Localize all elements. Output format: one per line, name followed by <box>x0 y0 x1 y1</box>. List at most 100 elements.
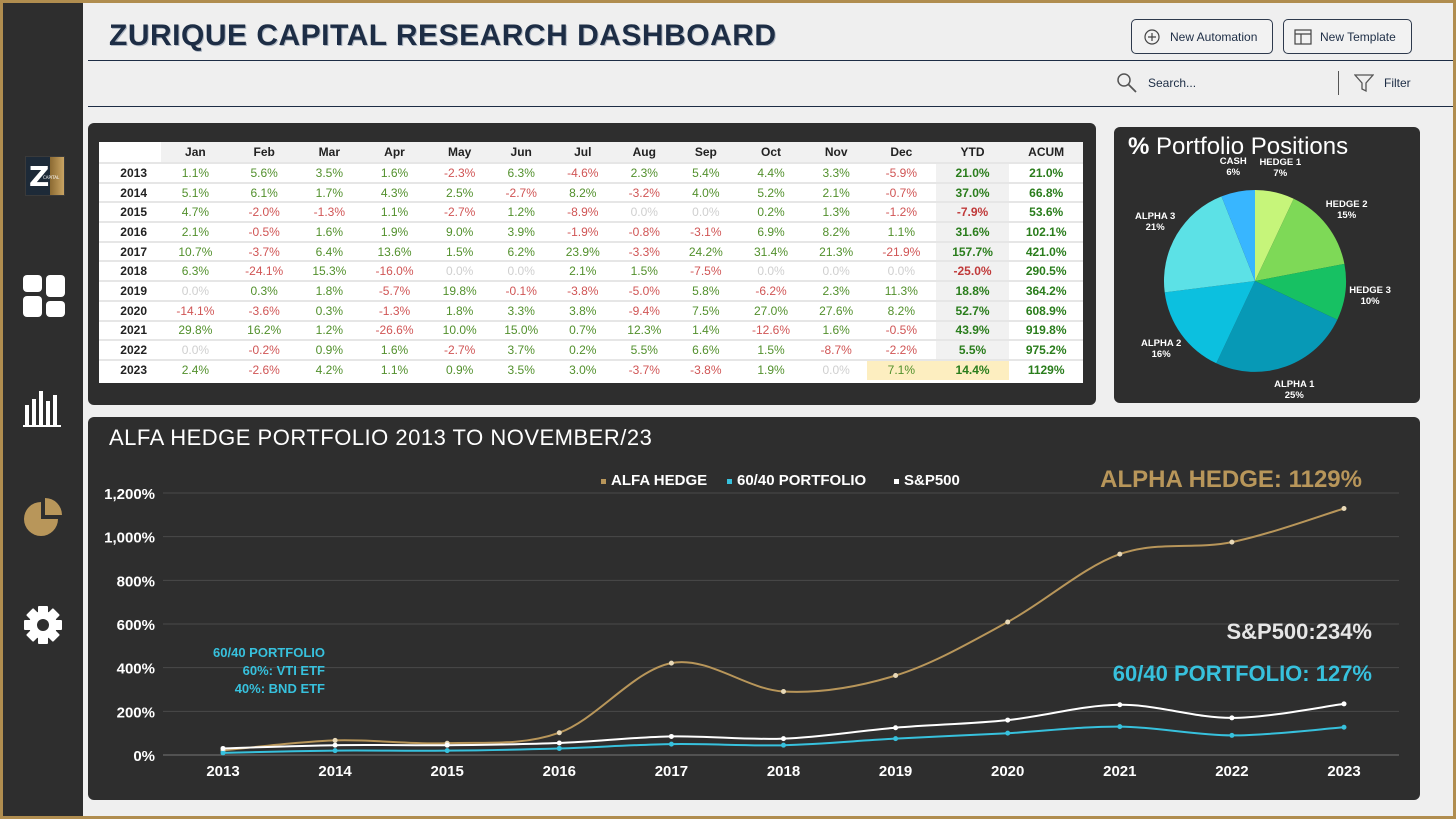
x-tick-label: 2021 <box>1103 763 1136 780</box>
table-cell: 3.5% <box>298 162 361 183</box>
data-point <box>893 673 899 679</box>
x-tick-label: 2016 <box>543 763 576 780</box>
table-cell: 27.0% <box>736 299 806 321</box>
table-cell: 19.8% <box>428 280 491 301</box>
pie-label: HEDGE 2 15% <box>1307 199 1387 221</box>
series-line-0 <box>222 507 1345 752</box>
data-point <box>781 688 786 694</box>
data-point <box>1117 724 1123 730</box>
table-cell: 1.3% <box>805 201 867 223</box>
column-header-acum: ACUM <box>1009 142 1083 163</box>
x-tick-label: 2022 <box>1215 763 1248 780</box>
table-row: 2019 0.0% 0.3% 1.8% -5.7% 19.8% -0.1% -3.8% -5.0… <box>99 280 1083 301</box>
table-cell: 6.6% <box>675 339 737 360</box>
table-cell: 1.6% <box>805 319 867 341</box>
dashboard-icon[interactable] <box>21 273 67 323</box>
filter-label: Filter <box>1384 76 1411 90</box>
filter-button[interactable]: Filter <box>1354 73 1411 93</box>
pie-title: % Portfolio Positions <box>1128 133 1348 161</box>
table-cell: 4.0% <box>675 181 737 203</box>
pie-label: ALPHA 3 21% <box>1115 211 1195 233</box>
new-template-label: New Template <box>1320 29 1396 44</box>
legend-item: 60/40 PORTFOLIO <box>727 472 867 489</box>
search-divider <box>1338 71 1339 95</box>
table-cell: 6.3% <box>490 162 552 183</box>
table-cell: 102.1% <box>1009 221 1083 242</box>
year-cell: 2018 <box>99 260 161 282</box>
table-cell: 31.6% <box>935 221 1010 242</box>
table-cell: 1.5% <box>428 240 491 262</box>
table-cell: 53.6% <box>1009 201 1083 223</box>
table-cell: -3.7% <box>613 358 676 380</box>
alpha-hedge-callout: ALPHA HEDGE: 1129% <box>1100 466 1362 493</box>
table-cell: 3.3% <box>490 299 552 321</box>
portfolio-note-line: 60%: VTI ETF <box>243 663 325 678</box>
y-tick-label: 1,000% <box>104 530 155 547</box>
data-point <box>668 660 674 666</box>
data-point <box>220 750 226 756</box>
new-automation-button[interactable]: New Automation <box>1131 19 1273 54</box>
pie-label: CASH 6% <box>1193 156 1273 178</box>
data-point <box>1341 701 1347 707</box>
chart-title: ALFA HEDGE PORTFOLIO 2013 TO NOVEMBER/23 <box>109 425 653 450</box>
x-tick-label: 2013 <box>206 763 239 780</box>
table-cell: -3.3% <box>613 240 676 262</box>
logo[interactable]: Z CAPITAL <box>25 156 65 196</box>
pie-label: HEDGE 3 10% <box>1330 285 1410 307</box>
year-cell: 2015 <box>99 201 161 223</box>
year-cell: 2016 <box>99 221 161 242</box>
table-cell: 7.1% <box>866 358 936 380</box>
portfolio-note-line: 60/40 PORTFOLIO <box>213 645 325 660</box>
page-title: ZURIQUE CAPITAL RESEARCH DASHBOARD <box>109 19 777 52</box>
data-point <box>1117 551 1123 557</box>
automation-icon <box>1144 28 1160 45</box>
table-cell: 2.1% <box>161 221 230 242</box>
table-cell: -4.6% <box>551 162 614 183</box>
table-cell: 4.4% <box>736 162 806 183</box>
table-cell: -5.9% <box>866 162 936 183</box>
table-cell: 2.3% <box>805 280 867 301</box>
year-cell: 2022 <box>99 339 161 360</box>
table-cell: 24.2% <box>675 240 737 262</box>
table-cell: -14.1% <box>161 299 230 321</box>
pie-label-value: 7% <box>1273 167 1288 179</box>
data-point <box>444 748 450 754</box>
table-cell: 975.2% <box>1009 339 1083 360</box>
table-cell: -26.6% <box>360 319 429 341</box>
search-input[interactable]: Search... <box>1116 72 1196 94</box>
table-cell: -8.7% <box>805 339 867 360</box>
table-cell: 6.1% <box>229 181 299 203</box>
table-row: 2015 4.7% -2.0% -1.3% 1.1% -2.7% 1.2% -8.9% 0.0%… <box>99 201 1083 223</box>
pie-chart-icon[interactable] <box>21 495 65 543</box>
table-cell: 0.2% <box>736 201 806 223</box>
y-tick-label: 800% <box>117 573 155 590</box>
table-cell: 1.1% <box>360 358 429 380</box>
pie-label: ALPHA 2 16% <box>1121 338 1201 360</box>
table-cell: -3.1% <box>675 221 737 242</box>
table-cell: 23.9% <box>551 240 614 262</box>
data-point <box>1229 732 1235 738</box>
data-point <box>1341 724 1347 730</box>
column-header-aug: Aug <box>613 142 676 163</box>
table-cell: 2.1% <box>551 260 614 282</box>
new-template-button[interactable]: New Template <box>1283 19 1412 54</box>
search-placeholder: Search... <box>1148 76 1197 90</box>
sixty-forty-callout: 60/40 PORTFOLIO: 127% <box>1113 661 1372 686</box>
table-cell: 3.8% <box>551 299 614 321</box>
table-cell: -2.6% <box>229 358 299 380</box>
new-automation-label: New Automation <box>1170 29 1258 44</box>
table-cell: 290.5% <box>1009 260 1083 282</box>
gear-icon[interactable] <box>21 603 65 651</box>
column-header-sep: Sep <box>675 142 737 163</box>
table-cell: 1.8% <box>428 299 491 321</box>
table-cell: -1.9% <box>551 221 614 242</box>
year-cell: 2023 <box>99 358 161 380</box>
table-cell: -5.0% <box>613 280 676 301</box>
pie-label-value: 16% <box>1151 349 1171 361</box>
table-cell: 0.0% <box>428 260 491 282</box>
y-tick-label: 400% <box>117 661 155 678</box>
header-corner <box>99 142 161 163</box>
table-cell: 919.8% <box>1009 319 1083 341</box>
bar-chart-icon[interactable] <box>21 385 65 433</box>
data-point <box>1117 702 1123 708</box>
